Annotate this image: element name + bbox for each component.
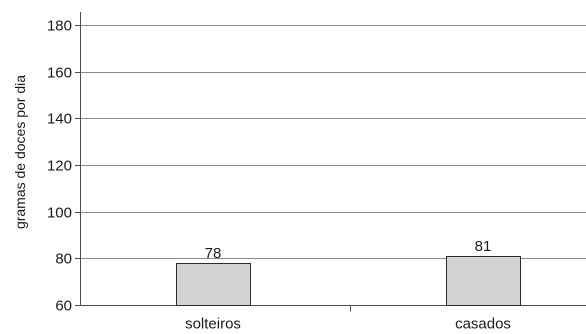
- data-label-solteiros: 78: [205, 245, 222, 262]
- y-tick-label-160: 160: [47, 65, 72, 82]
- y-tick-label-180: 180: [47, 18, 72, 35]
- y-tick-label-140: 140: [47, 111, 72, 128]
- y-tick-label-80: 80: [55, 251, 72, 268]
- bars: [176, 256, 521, 306]
- data-label-casados: 81: [475, 238, 492, 255]
- y-axis-label: gramas de doces por dia: [12, 75, 28, 229]
- x-category-label-solteiros: solteiros: [185, 316, 241, 333]
- y-tick-label-60: 60: [55, 298, 72, 315]
- gridlines: [80, 25, 586, 259]
- bar-casados: [446, 256, 521, 306]
- bar-solteiros: [176, 263, 251, 306]
- y-tick-label-120: 120: [47, 158, 72, 175]
- x-category-label-casados: casados: [455, 316, 511, 333]
- chart-text: 60 80 100 120 140 160 180 78 solteiros 81 casados: [47, 18, 511, 333]
- y-tick-label-100: 100: [47, 205, 72, 222]
